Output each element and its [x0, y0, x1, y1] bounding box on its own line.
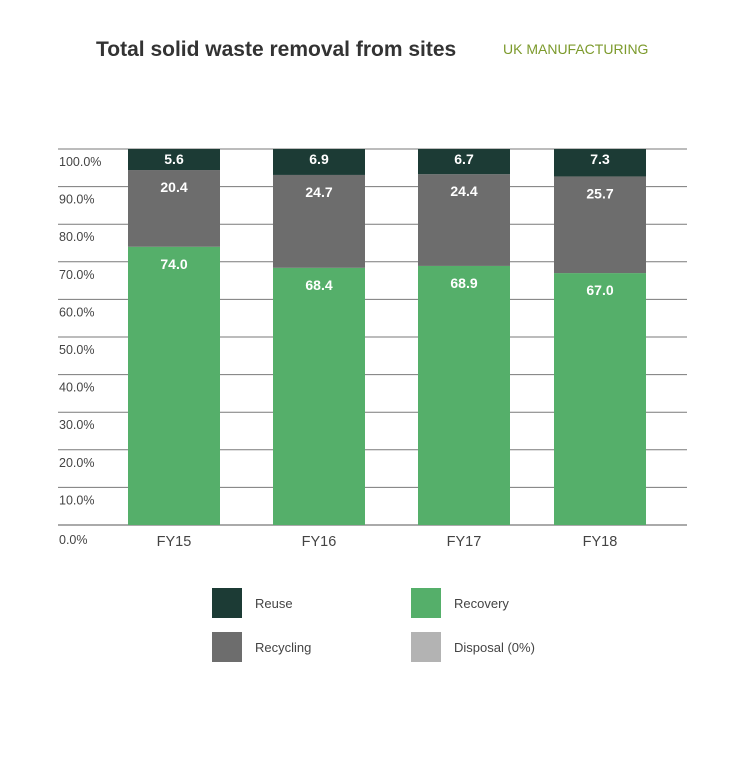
y-tick-label: 0.0% [59, 533, 88, 547]
y-tick-label: 100.0% [59, 155, 101, 169]
data-label: 6.7 [454, 151, 474, 167]
data-label: 74.0 [160, 256, 187, 272]
data-label: 24.4 [450, 183, 477, 199]
legend-label-recycling: Recycling [255, 639, 312, 655]
data-label: 68.9 [450, 275, 477, 291]
y-tick-label: 60.0% [59, 305, 94, 319]
legend-label-disposal: Disposal (0%) [454, 639, 535, 655]
y-tick-label: 10.0% [59, 493, 94, 507]
chart-title: Total solid waste removal from sites [96, 38, 457, 61]
bar-segment-recovery [273, 267, 365, 525]
data-label: 24.7 [305, 184, 332, 200]
data-label: 7.3 [590, 151, 610, 167]
bar-segment-recycling [128, 170, 220, 247]
chart-subtitle: UK MANUFACTURING [503, 41, 649, 57]
x-tick-label: FY18 [583, 534, 618, 550]
bar-segment-reuse [418, 149, 510, 175]
legend-label-recovery: Recovery [454, 595, 509, 611]
legend-swatch-recovery [411, 588, 441, 618]
x-tick-label: FY17 [447, 534, 482, 550]
bar-segment-recycling [273, 174, 365, 268]
y-tick-label: 50.0% [59, 343, 94, 357]
stacked-bar-chart: 0.0% 10.0% 20.0% 30.0% 40.0% 50.0% 60.0% 70.0% 8… [58, 148, 687, 550]
bar-segment-recovery [418, 265, 510, 525]
bar-segment-reuse [128, 149, 220, 171]
bar-segment-reuse [554, 149, 646, 177]
data-label: 6.9 [309, 151, 329, 167]
bar-segment-recycling [418, 174, 510, 266]
legend-item-reuse: Reuse [212, 588, 293, 618]
y-tick-label: 70.0% [59, 268, 94, 282]
data-label: 25.7 [586, 185, 613, 201]
legend-item-recovery: Recovery [411, 588, 509, 618]
y-tick-label: 30.0% [59, 418, 94, 432]
bar-segment-recovery [128, 246, 220, 525]
legend-item-disposal: Disposal (0%) [411, 632, 535, 662]
bar-segment-recovery [554, 273, 646, 525]
y-tick-label: 90.0% [59, 193, 94, 207]
bar-segment-reuse [273, 149, 365, 175]
legend-swatch-recycling [212, 632, 242, 662]
legend-label-reuse: Reuse [255, 595, 293, 611]
legend-item-recycling: Recycling [212, 632, 311, 662]
y-tick-label: 80.0% [59, 230, 94, 244]
data-label: 20.4 [160, 179, 187, 195]
y-tick-label: 20.0% [59, 456, 94, 470]
bar-segment-recycling [554, 176, 646, 274]
legend-swatch-reuse [212, 588, 242, 618]
data-label: 67.0 [586, 282, 613, 298]
y-tick-label: 40.0% [59, 381, 94, 395]
legend-swatch-disposal [411, 632, 441, 662]
x-tick-label: FY16 [302, 534, 337, 550]
x-tick-label: FY15 [157, 534, 192, 550]
data-label: 68.4 [305, 277, 332, 293]
data-label: 5.6 [164, 151, 184, 167]
